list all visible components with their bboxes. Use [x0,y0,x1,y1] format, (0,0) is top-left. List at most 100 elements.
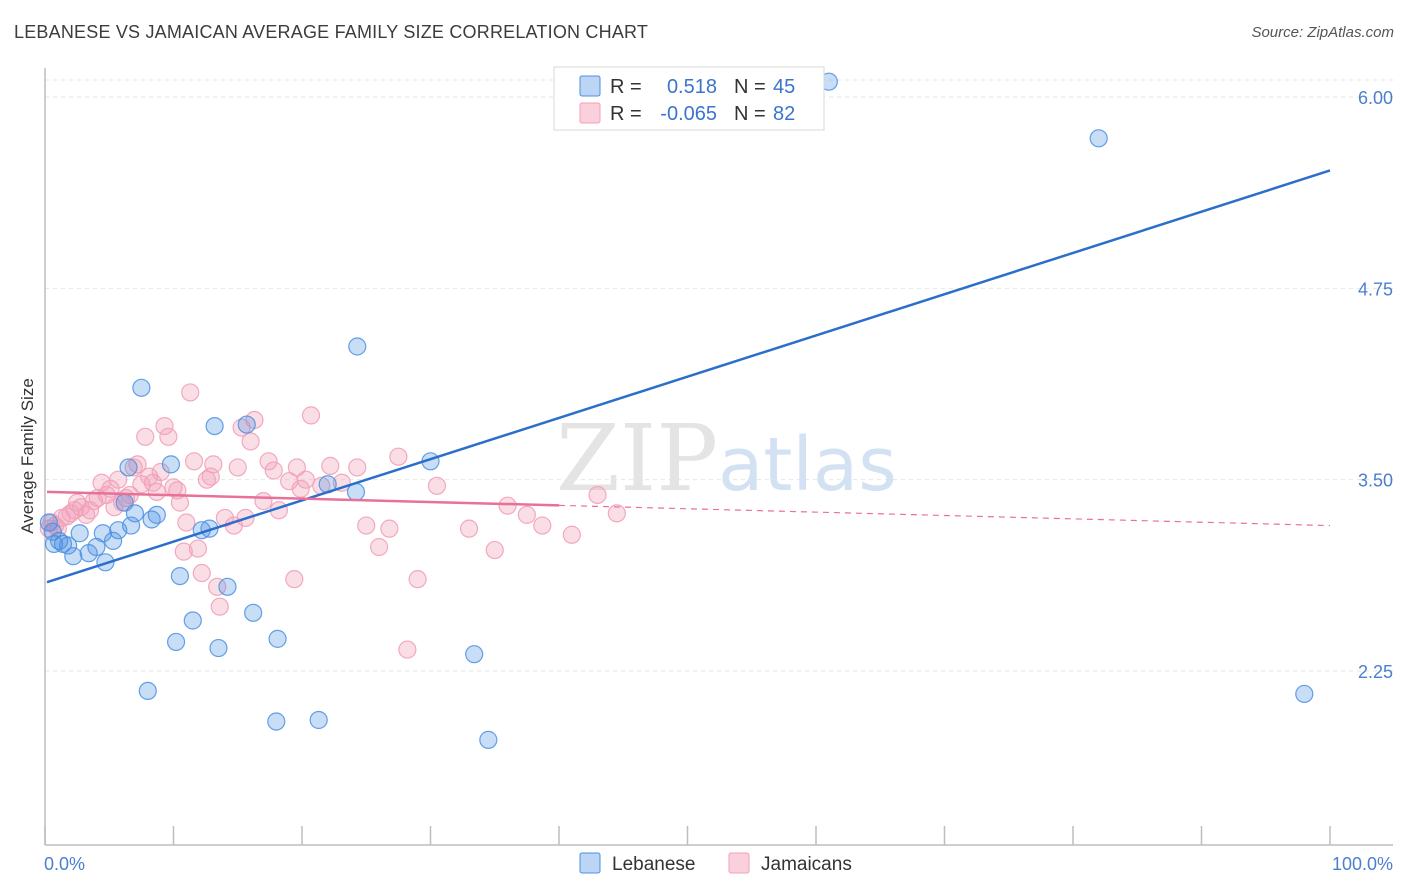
x-tick-label: 100.0% [1332,854,1393,874]
lebanese-point [64,547,83,566]
lebanese-point [479,730,498,749]
jamaicans-point [177,513,196,532]
jamaicans-point [208,577,227,596]
lebanese-point [132,378,151,397]
x-tick-label: 0.0% [44,854,85,874]
axes [44,68,1393,846]
legend-n-value: 45 [773,76,795,98]
jamaicans-point [192,563,211,583]
jamaicans-point [174,542,193,561]
x-axis-tick-labels: 0.0% 100.0% [44,854,1393,874]
watermark: ZIP atlas [556,405,897,512]
lebanese-point [138,681,157,700]
legend-r-label: R = [610,103,642,125]
y-tick-label: 3.50 [1358,471,1393,491]
legend-r-label: R = [610,76,642,98]
legend-r-value: -0.065 [660,103,717,125]
jamaicans-point [533,516,552,535]
jamaicans-point [398,640,417,659]
lebanese-point [267,712,286,731]
jamaicans-trend-line [46,490,560,507]
y-axis-label: Average Family Size [18,378,37,534]
jamaicans-point [155,416,174,436]
jamaicans-point [210,597,229,616]
jamaicans-point [588,485,607,505]
jamaicans-legend-swatch [728,852,750,874]
jamaicans-legend-label: Jamaicans [761,854,852,875]
lebanese-trend-line [46,169,1331,584]
jamaicans-point [485,540,504,560]
lebanese-point [161,455,181,474]
jamaicans-point [459,519,479,538]
jamaicans-point [498,496,517,515]
lebanese-point [348,337,367,356]
trend-lines [46,169,1331,584]
lebanese-point [1089,129,1108,148]
lebanese-point [465,645,484,664]
jamaicans-point [264,461,283,480]
jamaicans-point [408,570,427,589]
jamaicans-point [132,475,151,494]
gridlines [45,79,1393,672]
jamaicans-point [259,452,278,471]
jamaicans-point [147,482,166,502]
jamaicans-point [136,427,155,446]
jamaicans-point [517,505,536,524]
lebanese-point [309,710,328,730]
watermark-zip: ZIP [556,405,718,512]
lebanese-point [218,577,237,596]
legend-n-label: N = [734,103,766,125]
lebanese-point [104,531,123,550]
lebanese-points [39,72,1314,749]
lebanese-point [59,536,78,555]
chart-title: LEBANESE VS JAMAICAN AVERAGE FAMILY SIZE… [14,22,649,42]
lebanese-swatch [579,75,601,97]
jamaicans-point [370,537,389,557]
y-tick-label: 4.75 [1358,279,1393,299]
x-axis-ticks [44,826,1331,845]
y-tick-label: 6.00 [1358,88,1393,108]
jamaicans-point [228,458,247,477]
jamaicans-point [301,406,321,425]
jamaicans-trend-extension [558,504,1331,527]
lebanese-point [119,458,138,477]
legend-n-label: N = [734,76,766,98]
jamaicans-point [254,491,273,511]
jamaicans-point [188,539,208,558]
lebanese-point [244,603,263,622]
y-tick-label: 2.25 [1358,662,1393,682]
jamaicans-point [184,452,204,471]
lebanese-point [1295,684,1314,704]
jamaicans-point [296,470,315,489]
legend-r-value: 0.518 [667,76,717,98]
lebanese-point [70,524,89,543]
jamaicans-point [321,456,340,475]
lebanese-point [205,416,224,436]
y-axis-tick-labels: 2.25 3.50 4.75 6.00 [1358,88,1393,682]
lebanese-legend-swatch [579,852,601,874]
jamaicans-point [159,427,178,446]
jamaicans-point [181,383,200,402]
source-label: Source: ZipAtlas.com [1251,24,1394,41]
jamaicans-point [287,458,306,477]
jamaicans-point [109,470,128,489]
jamaicans-point [380,519,399,538]
lebanese-point [170,566,190,586]
lebanese-point [147,505,166,524]
stats-legend: R = 0.518 N = 45 R = -0.065 N = 82 [553,66,825,131]
jamaicans-point [204,455,223,474]
lebanese-legend-label: Lebanese [612,854,695,875]
lebanese-point [209,638,228,658]
lebanese-point [166,632,186,652]
jamaicans-point [170,493,190,512]
lebanese-point [183,611,202,630]
bottom-legend: Lebanese Jamaicans [579,852,852,875]
jamaicans-point [285,570,304,589]
jamaicans-point [607,504,626,523]
lebanese-point [268,629,287,648]
jamaicans-point [389,447,408,466]
lebanese-point [237,415,256,434]
jamaicans-point [151,462,170,482]
jamaicans-point [348,458,367,477]
